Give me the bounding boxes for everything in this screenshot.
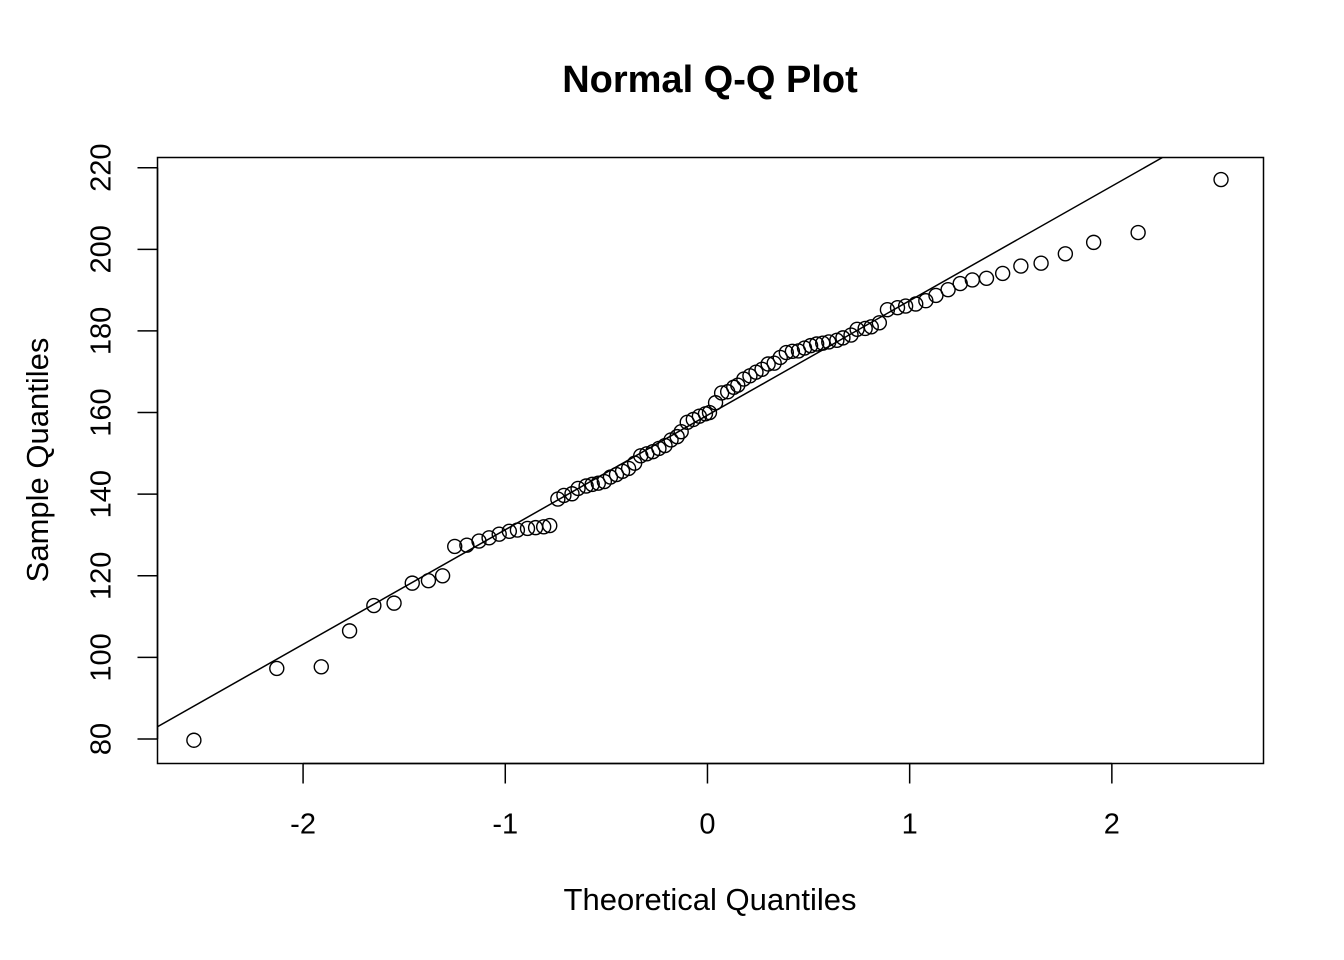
data-point: [918, 293, 934, 309]
data-point: [835, 330, 851, 346]
data-point: [404, 575, 420, 591]
y-tick-label: 100: [86, 633, 118, 681]
data-point: [1213, 171, 1229, 188]
data-point: [994, 265, 1011, 282]
y-tick-label: 220: [86, 144, 118, 192]
x-tick-label: -1: [492, 809, 518, 841]
y-tick-label: 80: [86, 723, 118, 755]
data-point: [313, 659, 329, 675]
data-point: [269, 660, 285, 677]
data-point: [491, 526, 507, 542]
y-tick-label: 140: [86, 470, 118, 518]
data-point: [578, 478, 594, 494]
data-point: [447, 538, 463, 555]
data-point: [542, 517, 558, 534]
x-tick-label: -2: [290, 809, 316, 841]
x-tick-label: 2: [1104, 809, 1120, 841]
y-axis-label: Sample Quantiles: [20, 338, 55, 583]
data-point: [471, 533, 487, 549]
chart-title: Normal Q-Q Plot: [562, 59, 858, 101]
data-point: [730, 377, 746, 393]
data-point: [871, 315, 888, 331]
y-tick-label: 160: [86, 388, 118, 436]
y-axis: 80 100 120 140 160 180 200 220: [86, 144, 159, 755]
data-point: [940, 282, 956, 298]
data-point: [1057, 246, 1074, 262]
x-tick-label: 0: [699, 809, 715, 841]
y-tick-label: 200: [86, 225, 118, 273]
data-point: [808, 336, 825, 352]
data-point: [815, 335, 831, 351]
data-point: [908, 296, 924, 312]
data-point: [620, 460, 637, 477]
data-point: [978, 270, 995, 286]
y-tick-label: 120: [86, 552, 118, 600]
data-point: [186, 732, 202, 748]
data-point: [879, 302, 896, 318]
data-point: [1013, 258, 1029, 274]
data-point: [897, 298, 914, 314]
data-point: [584, 476, 600, 493]
data-point: [802, 337, 819, 354]
x-axis-label: Theoretical Quantiles: [564, 882, 857, 917]
data-point: [863, 319, 879, 335]
y-tick-label: 180: [86, 307, 118, 355]
data-point: [519, 520, 536, 537]
data-point: [843, 327, 859, 343]
data-point: [341, 623, 358, 639]
data-point: [501, 523, 518, 540]
sample-points: [186, 171, 1229, 748]
data-point: [784, 343, 801, 360]
data-point: [657, 437, 673, 454]
data-point: [669, 428, 685, 445]
data-point: [889, 299, 906, 316]
x-axis: -2 -1 0 1 2: [290, 762, 1120, 841]
data-point: [766, 355, 782, 371]
data-point: [535, 519, 552, 535]
data-point: [1033, 255, 1049, 271]
data-point: [481, 530, 497, 546]
data-point: [760, 356, 776, 372]
data-point: [1085, 234, 1102, 251]
data-point: [509, 522, 526, 538]
data-point: [434, 568, 451, 584]
x-tick-label: 1: [902, 809, 918, 841]
data-point: [386, 595, 402, 611]
data-point: [778, 344, 795, 361]
data-point: [556, 487, 572, 504]
data-point: [564, 486, 580, 502]
data-point: [570, 480, 586, 497]
data-point: [1130, 224, 1146, 241]
data-point: [366, 597, 382, 614]
data-point: [707, 395, 724, 411]
data-point: [821, 334, 837, 350]
data-point: [420, 572, 437, 589]
data-point: [754, 361, 770, 377]
data-point: [590, 475, 606, 491]
data-point: [964, 272, 981, 288]
data-point: [857, 320, 873, 337]
